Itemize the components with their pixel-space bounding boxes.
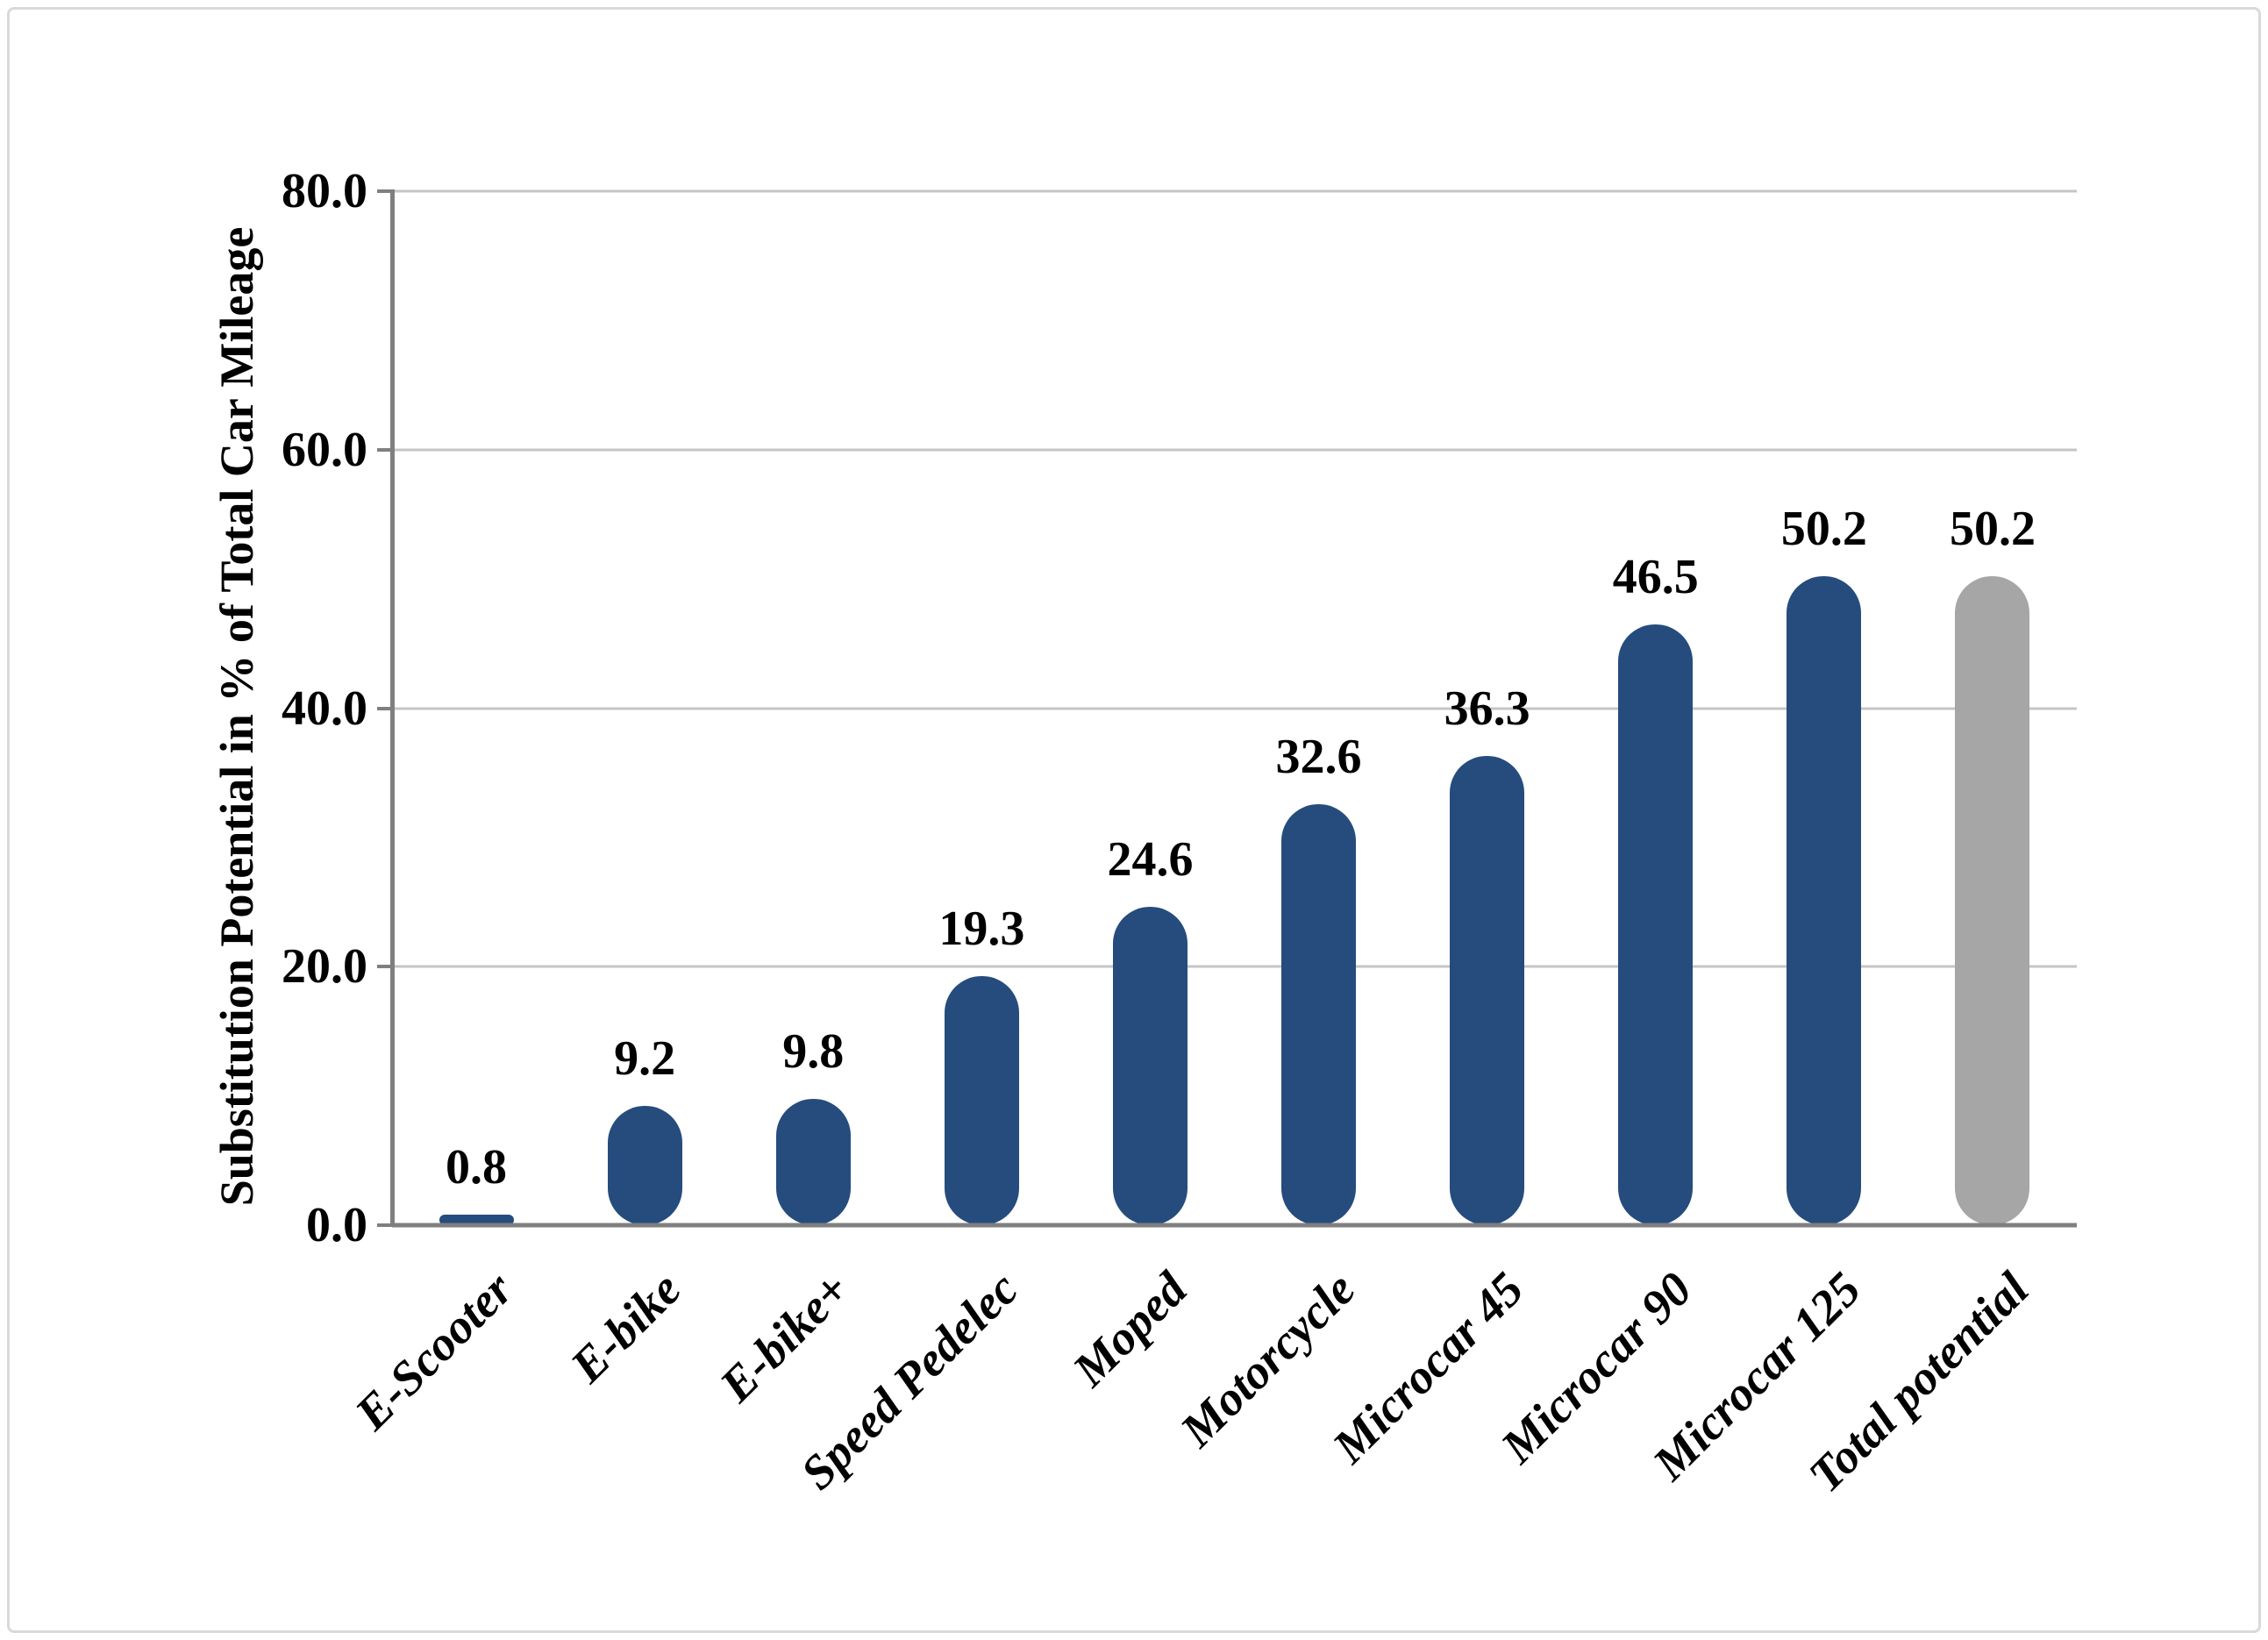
- bar: [1618, 624, 1694, 1225]
- y-axis-tick: [377, 965, 392, 969]
- bar: [607, 1106, 682, 1225]
- y-axis-tick: [377, 189, 392, 193]
- bar: [775, 1098, 851, 1225]
- y-axis-tick: [377, 447, 392, 452]
- category-label: E-bike: [560, 1261, 692, 1393]
- value-label: 9.2: [614, 1031, 676, 1087]
- value-label: 36.3: [1444, 681, 1530, 737]
- y-axis-tick: [377, 1223, 392, 1227]
- bar: [1955, 576, 2030, 1225]
- y-tick-label: 80.0: [282, 164, 367, 218]
- plot-area: 80.0 60.0 40.0 20.0 0.0 0.8 E-Scooter 9.2 E-bike…: [282, 167, 2077, 1502]
- y-tick-label: 40.0: [282, 681, 367, 736]
- value-label: 19.3: [938, 901, 1025, 956]
- bar: [1281, 803, 1357, 1225]
- value-label: 24.6: [1107, 832, 1194, 888]
- bar: [1112, 907, 1187, 1225]
- y-axis-title: Substitution Potential in % of Total Car…: [210, 226, 263, 1207]
- category-label: E-Scooter: [345, 1261, 524, 1440]
- y-tick-label: 0.0: [306, 1198, 367, 1252]
- gridline: [392, 965, 2077, 968]
- value-label: 50.2: [1949, 502, 2036, 557]
- gridline: [392, 189, 2077, 193]
- value-label: 50.2: [1780, 502, 1867, 557]
- value-label: 0.8: [446, 1140, 508, 1195]
- value-label: 9.8: [782, 1023, 845, 1079]
- value-label: 46.5: [1612, 549, 1699, 604]
- y-tick-label: 20.0: [282, 939, 367, 995]
- value-label: 32.6: [1275, 729, 1362, 784]
- y-axis-tick: [377, 706, 392, 710]
- gridline: [392, 707, 2077, 709]
- bar: [1450, 756, 1525, 1225]
- bar: [1787, 576, 1862, 1225]
- y-axis-line: [390, 189, 395, 1227]
- category-label: E-bike+: [710, 1261, 860, 1413]
- bar: [944, 975, 1019, 1225]
- gridline: [392, 448, 2077, 452]
- bar: [439, 1215, 514, 1225]
- y-tick-label: 60.0: [282, 422, 367, 477]
- category-label: Moped: [1062, 1261, 1197, 1397]
- x-axis-line: [392, 1223, 2077, 1228]
